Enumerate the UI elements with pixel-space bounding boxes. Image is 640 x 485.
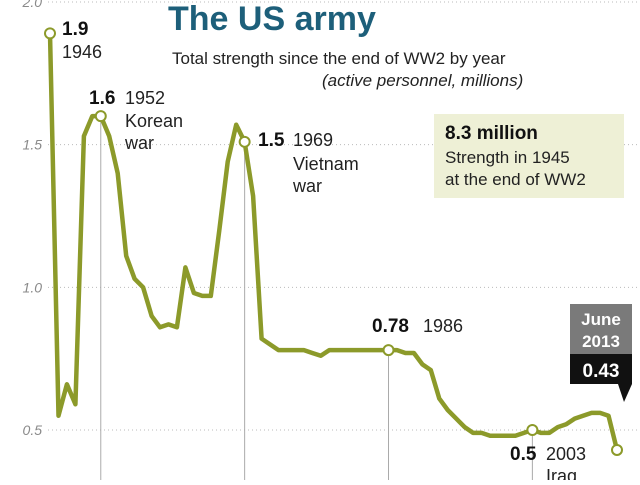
callout-2013-date-background bbox=[570, 304, 632, 354]
annotation-2003-year: 2003 bbox=[546, 444, 586, 464]
y-tick-label: 1.0 bbox=[23, 279, 43, 295]
series-line-army-strength bbox=[47, 31, 620, 453]
y-tick-label: 2.0 bbox=[22, 0, 43, 10]
annotation-1952-label-2: war bbox=[124, 133, 154, 153]
chart-subtitle: Total strength since the end of WW2 by y… bbox=[172, 49, 506, 68]
annotation-1952-year: 1952 bbox=[125, 88, 165, 108]
info-box-line-1: Strength in 1945 bbox=[445, 148, 570, 167]
callout-2013: June 2013 0.43 bbox=[570, 304, 632, 402]
info-box-value: 8.3 million bbox=[445, 123, 538, 144]
chart-subtitle-units: (active personnel, millions) bbox=[322, 71, 523, 90]
callout-2013-month: June bbox=[581, 310, 621, 329]
callout-2013-value-background bbox=[570, 354, 632, 384]
annotation-2003-label: Iraq bbox=[546, 466, 577, 480]
grid bbox=[48, 1, 640, 431]
point-marker-1952 bbox=[94, 110, 107, 123]
annotation-2003-value: 0.5 bbox=[510, 444, 537, 465]
chart-title: The US army bbox=[168, 0, 376, 38]
annotation-1946-year: 1946 bbox=[62, 42, 102, 62]
subtitle-units-text: active personnel, millions bbox=[328, 71, 518, 90]
callout-2013-year: 2013 bbox=[582, 332, 620, 351]
annotation-1952-label: Korean bbox=[125, 111, 183, 131]
point-markers bbox=[44, 27, 623, 456]
point-marker-1986 bbox=[382, 344, 395, 357]
point-marker-2003 bbox=[526, 424, 539, 436]
y-tick-label: 1.5 bbox=[23, 137, 43, 153]
info-box: 8.3 million Strength in 1945 at the end … bbox=[434, 114, 624, 198]
year-markers bbox=[100, 116, 533, 480]
annotation-1986-year: 1986 bbox=[423, 316, 463, 336]
annotation-1952-value: 1.6 bbox=[89, 88, 115, 109]
annotation-1969-year: 1969 bbox=[293, 130, 333, 150]
y-tick-label: 0.5 bbox=[23, 422, 43, 438]
callout-2013-value: 0.43 bbox=[583, 361, 620, 382]
annotation-1946-value: 1.9 bbox=[62, 19, 88, 40]
annotation-1969-label: Vietnam bbox=[293, 154, 359, 174]
info-box-background bbox=[434, 114, 624, 198]
annotation-1986-value: 0.78 bbox=[372, 316, 409, 337]
info-box-line-2: at the end of WW2 bbox=[445, 170, 586, 189]
point-marker-1969 bbox=[238, 135, 251, 148]
y-axis-ticks: 0.5 1.0 1.5 2.0 bbox=[22, 0, 43, 438]
point-marker-1946 bbox=[44, 27, 56, 40]
point-marker-2013 bbox=[611, 443, 623, 456]
annotation-1969-value: 1.5 bbox=[258, 130, 285, 151]
annotation-1969-label-2: war bbox=[292, 176, 322, 196]
callout-2013-pointer bbox=[618, 384, 632, 402]
